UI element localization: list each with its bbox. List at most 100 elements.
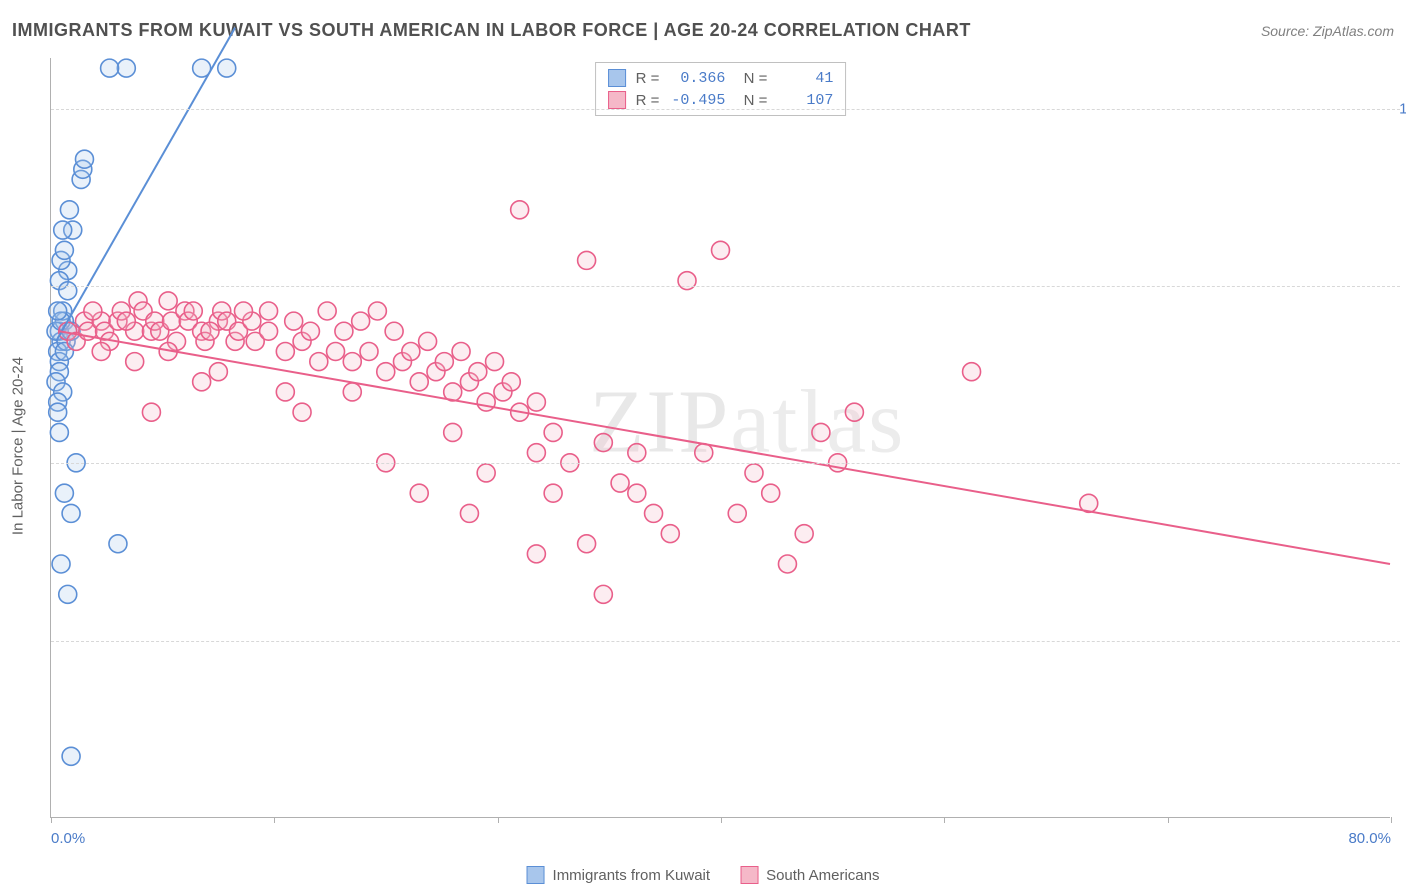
data-point: [52, 555, 70, 573]
legend-r-label: R =: [636, 70, 660, 87]
data-point: [594, 585, 612, 603]
x-tick-mark: [498, 817, 499, 823]
title-bar: IMMIGRANTS FROM KUWAIT VS SOUTH AMERICAN…: [12, 20, 1394, 41]
data-point: [201, 322, 219, 340]
data-point: [327, 342, 345, 360]
series-legend-label: Immigrants from Kuwait: [553, 867, 711, 884]
data-point: [452, 342, 470, 360]
data-point: [159, 292, 177, 310]
data-point: [477, 393, 495, 411]
data-point: [795, 525, 813, 543]
data-point: [661, 525, 679, 543]
data-point: [611, 474, 629, 492]
legend-r-label: R =: [636, 92, 660, 109]
data-point: [193, 373, 211, 391]
data-point: [410, 373, 428, 391]
legend-r-value: 0.366: [669, 70, 725, 87]
x-tick-mark: [721, 817, 722, 823]
plot-area: ZIPatlas 47.5%65.0%82.5%100.0% 0.0%80.0%…: [50, 58, 1390, 818]
data-point: [527, 393, 545, 411]
data-point: [745, 464, 763, 482]
data-point: [260, 322, 278, 340]
x-tick-mark: [51, 817, 52, 823]
trend-line: [59, 331, 1390, 564]
x-tick-mark: [944, 817, 945, 823]
data-point: [594, 434, 612, 452]
data-point: [377, 363, 395, 381]
data-point: [49, 302, 67, 320]
legend-swatch: [527, 866, 545, 884]
series-legend-item: South Americans: [740, 866, 879, 884]
gridline-horizontal: [51, 463, 1400, 464]
data-point: [778, 555, 796, 573]
data-point: [477, 464, 495, 482]
legend-n-value: 107: [777, 92, 833, 109]
data-point: [544, 484, 562, 502]
legend-n-value: 41: [777, 70, 833, 87]
data-point: [460, 504, 478, 522]
data-point: [444, 423, 462, 441]
data-point: [527, 545, 545, 563]
correlation-legend-row: R = 0.366 N = 41: [608, 67, 834, 89]
series-legend-label: South Americans: [766, 867, 879, 884]
x-tick-mark: [1168, 817, 1169, 823]
data-point: [578, 251, 596, 269]
data-point: [963, 363, 981, 381]
data-point: [293, 403, 311, 421]
legend-n-label: N =: [735, 70, 767, 87]
data-point: [260, 302, 278, 320]
data-point: [628, 484, 646, 502]
data-point: [343, 383, 361, 401]
data-point: [318, 302, 336, 320]
data-point: [92, 342, 110, 360]
data-point: [50, 423, 68, 441]
legend-swatch: [608, 69, 626, 87]
data-point: [75, 150, 93, 168]
data-point: [469, 363, 487, 381]
data-point: [435, 353, 453, 371]
data-point: [368, 302, 386, 320]
data-point: [511, 201, 529, 219]
data-point: [578, 535, 596, 553]
data-point: [276, 383, 294, 401]
data-point: [234, 302, 252, 320]
data-point: [218, 59, 236, 77]
data-point: [645, 504, 663, 522]
x-tick-mark: [1391, 817, 1392, 823]
data-point: [101, 59, 119, 77]
data-point: [285, 312, 303, 330]
gridline-horizontal: [51, 641, 1400, 642]
legend-r-value: -0.495: [669, 92, 725, 109]
source-label: Source: ZipAtlas.com: [1261, 23, 1394, 39]
series-legend-item: Immigrants from Kuwait: [527, 866, 711, 884]
chart-title: IMMIGRANTS FROM KUWAIT VS SOUTH AMERICAN…: [12, 20, 971, 41]
data-point: [276, 342, 294, 360]
data-point: [402, 342, 420, 360]
x-tick-mark: [274, 817, 275, 823]
data-point: [62, 504, 80, 522]
data-point: [352, 312, 370, 330]
gridline-horizontal: [51, 109, 1400, 110]
data-point: [209, 363, 227, 381]
data-point: [310, 353, 328, 371]
data-point: [419, 332, 437, 350]
legend-swatch: [608, 91, 626, 109]
data-point: [762, 484, 780, 502]
x-tick-label: 80.0%: [1348, 830, 1391, 847]
data-point: [54, 221, 72, 239]
data-point: [55, 241, 73, 259]
legend-n-label: N =: [735, 92, 767, 109]
data-point: [628, 444, 646, 462]
x-tick-label: 0.0%: [51, 830, 85, 847]
data-point: [385, 322, 403, 340]
data-point: [410, 484, 428, 502]
data-point: [59, 585, 77, 603]
plot-svg: [51, 58, 1390, 817]
data-point: [117, 312, 135, 330]
data-point: [59, 282, 77, 300]
legend-swatch: [740, 866, 758, 884]
data-point: [527, 444, 545, 462]
series-legend: Immigrants from Kuwait South Americans: [527, 866, 880, 884]
data-point: [142, 403, 160, 421]
data-point: [728, 504, 746, 522]
